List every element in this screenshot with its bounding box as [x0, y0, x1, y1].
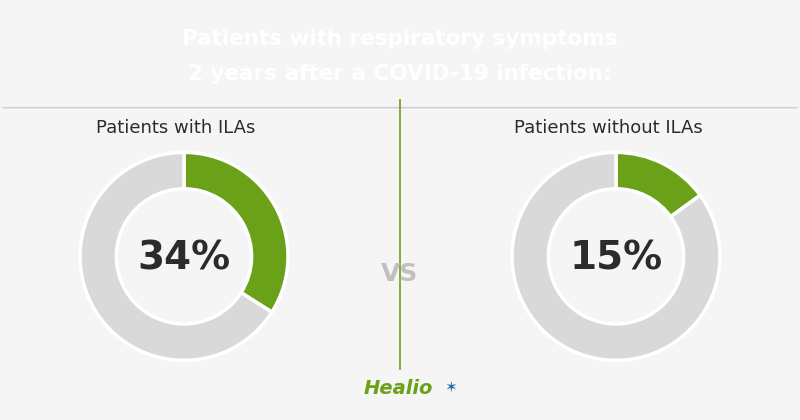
Text: 34%: 34% — [138, 239, 230, 278]
Text: Patients without ILAs: Patients without ILAs — [514, 119, 702, 137]
Wedge shape — [184, 152, 288, 312]
Wedge shape — [80, 152, 272, 360]
Text: Patients with ILAs: Patients with ILAs — [96, 119, 256, 137]
Text: Healio: Healio — [364, 379, 434, 398]
Text: 15%: 15% — [570, 239, 662, 278]
Text: Patients with respiratory symptoms: Patients with respiratory symptoms — [182, 29, 618, 49]
Text: ✶: ✶ — [445, 380, 458, 394]
Wedge shape — [512, 152, 720, 360]
Wedge shape — [616, 152, 700, 217]
Text: 2 years after a COVID-19 infection:: 2 years after a COVID-19 infection: — [188, 64, 612, 84]
Text: VS: VS — [382, 262, 418, 286]
